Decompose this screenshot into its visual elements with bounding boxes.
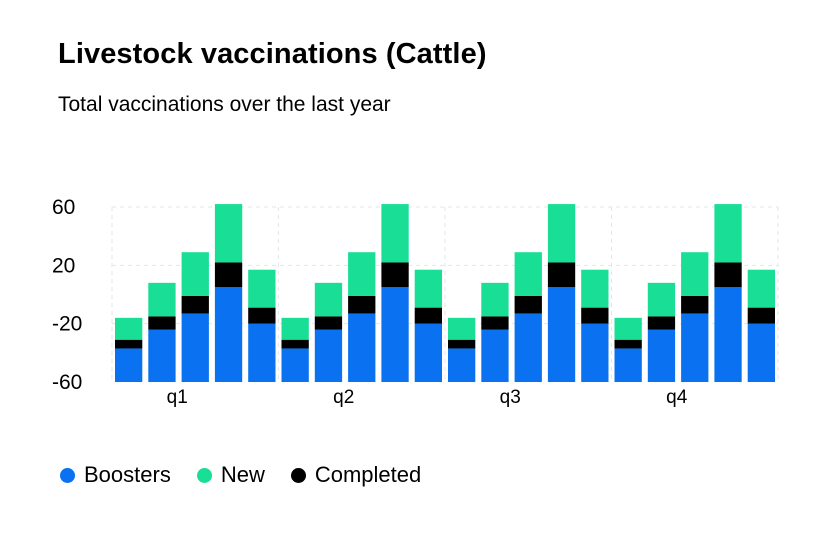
bar-boosters bbox=[448, 348, 476, 382]
x-tick-label: q4 bbox=[666, 387, 688, 408]
legend-item-new[interactable]: New bbox=[196, 462, 265, 488]
bar-new bbox=[547, 204, 576, 263]
bar-boosters bbox=[314, 329, 343, 382]
y-tick-label: -60 bbox=[52, 371, 82, 394]
bar-new bbox=[414, 269, 442, 308]
y-tick-label: -20 bbox=[52, 313, 82, 336]
legend: Boosters New Completed bbox=[60, 462, 447, 488]
bar-new bbox=[348, 252, 376, 296]
legend-item-boosters[interactable]: Boosters bbox=[60, 462, 171, 488]
bar-new bbox=[647, 282, 676, 317]
bar-completed bbox=[681, 295, 709, 314]
bar-completed bbox=[514, 295, 542, 314]
x-tick-label: q3 bbox=[500, 387, 521, 408]
legend-label-completed: Completed bbox=[314, 462, 422, 487]
bar-new bbox=[714, 204, 742, 263]
bar-completed bbox=[614, 339, 642, 349]
bar-completed bbox=[381, 262, 409, 288]
bar-boosters bbox=[414, 323, 442, 382]
bar-new bbox=[381, 204, 409, 263]
bar-new bbox=[614, 317, 642, 340]
bar-completed bbox=[248, 307, 276, 324]
bar-new bbox=[181, 252, 209, 296]
y-tick-label: 60 bbox=[52, 196, 75, 219]
legend-label-boosters: Boosters bbox=[84, 462, 171, 487]
bar-completed bbox=[115, 339, 143, 349]
legend-dot-completed bbox=[290, 467, 306, 483]
bar-new bbox=[581, 269, 609, 308]
bar-completed bbox=[348, 295, 376, 314]
bar-completed bbox=[547, 262, 576, 288]
x-tick-label: q2 bbox=[333, 387, 354, 408]
bar-new bbox=[747, 269, 775, 308]
bar-new bbox=[115, 317, 143, 340]
bar-boosters bbox=[115, 348, 143, 382]
legend-label-new: New bbox=[220, 462, 265, 487]
bar-boosters bbox=[581, 323, 609, 382]
y-tick-label: 20 bbox=[52, 254, 75, 277]
chart-subtitle: Total vaccinations over the last year bbox=[58, 93, 391, 116]
bar-boosters bbox=[647, 329, 676, 382]
bar-completed bbox=[747, 307, 775, 324]
bar-completed bbox=[481, 316, 509, 330]
bar-completed bbox=[214, 262, 243, 288]
bar-new bbox=[248, 269, 276, 308]
bar-new bbox=[481, 282, 509, 317]
bar-completed bbox=[581, 307, 609, 324]
bar-boosters bbox=[381, 287, 409, 382]
bar-new bbox=[281, 317, 309, 340]
bar-boosters bbox=[747, 323, 775, 382]
bar-completed bbox=[714, 262, 742, 288]
chart-title: Livestock vaccinations (Cattle) bbox=[58, 38, 487, 70]
bar-boosters bbox=[181, 313, 209, 382]
bar-new bbox=[514, 252, 542, 296]
legend-dot-boosters bbox=[60, 467, 75, 483]
bar-boosters bbox=[281, 348, 309, 382]
bar-new bbox=[214, 204, 243, 263]
bar-completed bbox=[414, 307, 442, 324]
bar-completed bbox=[181, 295, 209, 314]
legend-dot-new bbox=[196, 467, 212, 483]
bar-boosters bbox=[348, 313, 376, 382]
bar-boosters bbox=[714, 287, 742, 382]
bar-boosters bbox=[148, 329, 176, 382]
bar-completed bbox=[148, 316, 176, 330]
bar-boosters bbox=[547, 287, 576, 382]
x-tick-label: q1 bbox=[167, 387, 188, 408]
bar-completed bbox=[448, 339, 476, 349]
bar-new bbox=[148, 282, 176, 317]
bar-new bbox=[448, 317, 476, 340]
bar-boosters bbox=[481, 329, 509, 382]
bar-completed bbox=[314, 316, 343, 330]
bar-boosters bbox=[681, 313, 709, 382]
bar-new bbox=[314, 282, 343, 317]
bar-boosters bbox=[614, 348, 642, 382]
legend-item-completed[interactable]: Completed bbox=[290, 462, 422, 488]
bar-boosters bbox=[514, 313, 542, 382]
bar-completed bbox=[647, 316, 676, 330]
bar-new bbox=[681, 252, 709, 296]
bar-boosters bbox=[214, 287, 243, 382]
bar-boosters bbox=[248, 323, 276, 382]
bar-completed bbox=[281, 339, 309, 349]
